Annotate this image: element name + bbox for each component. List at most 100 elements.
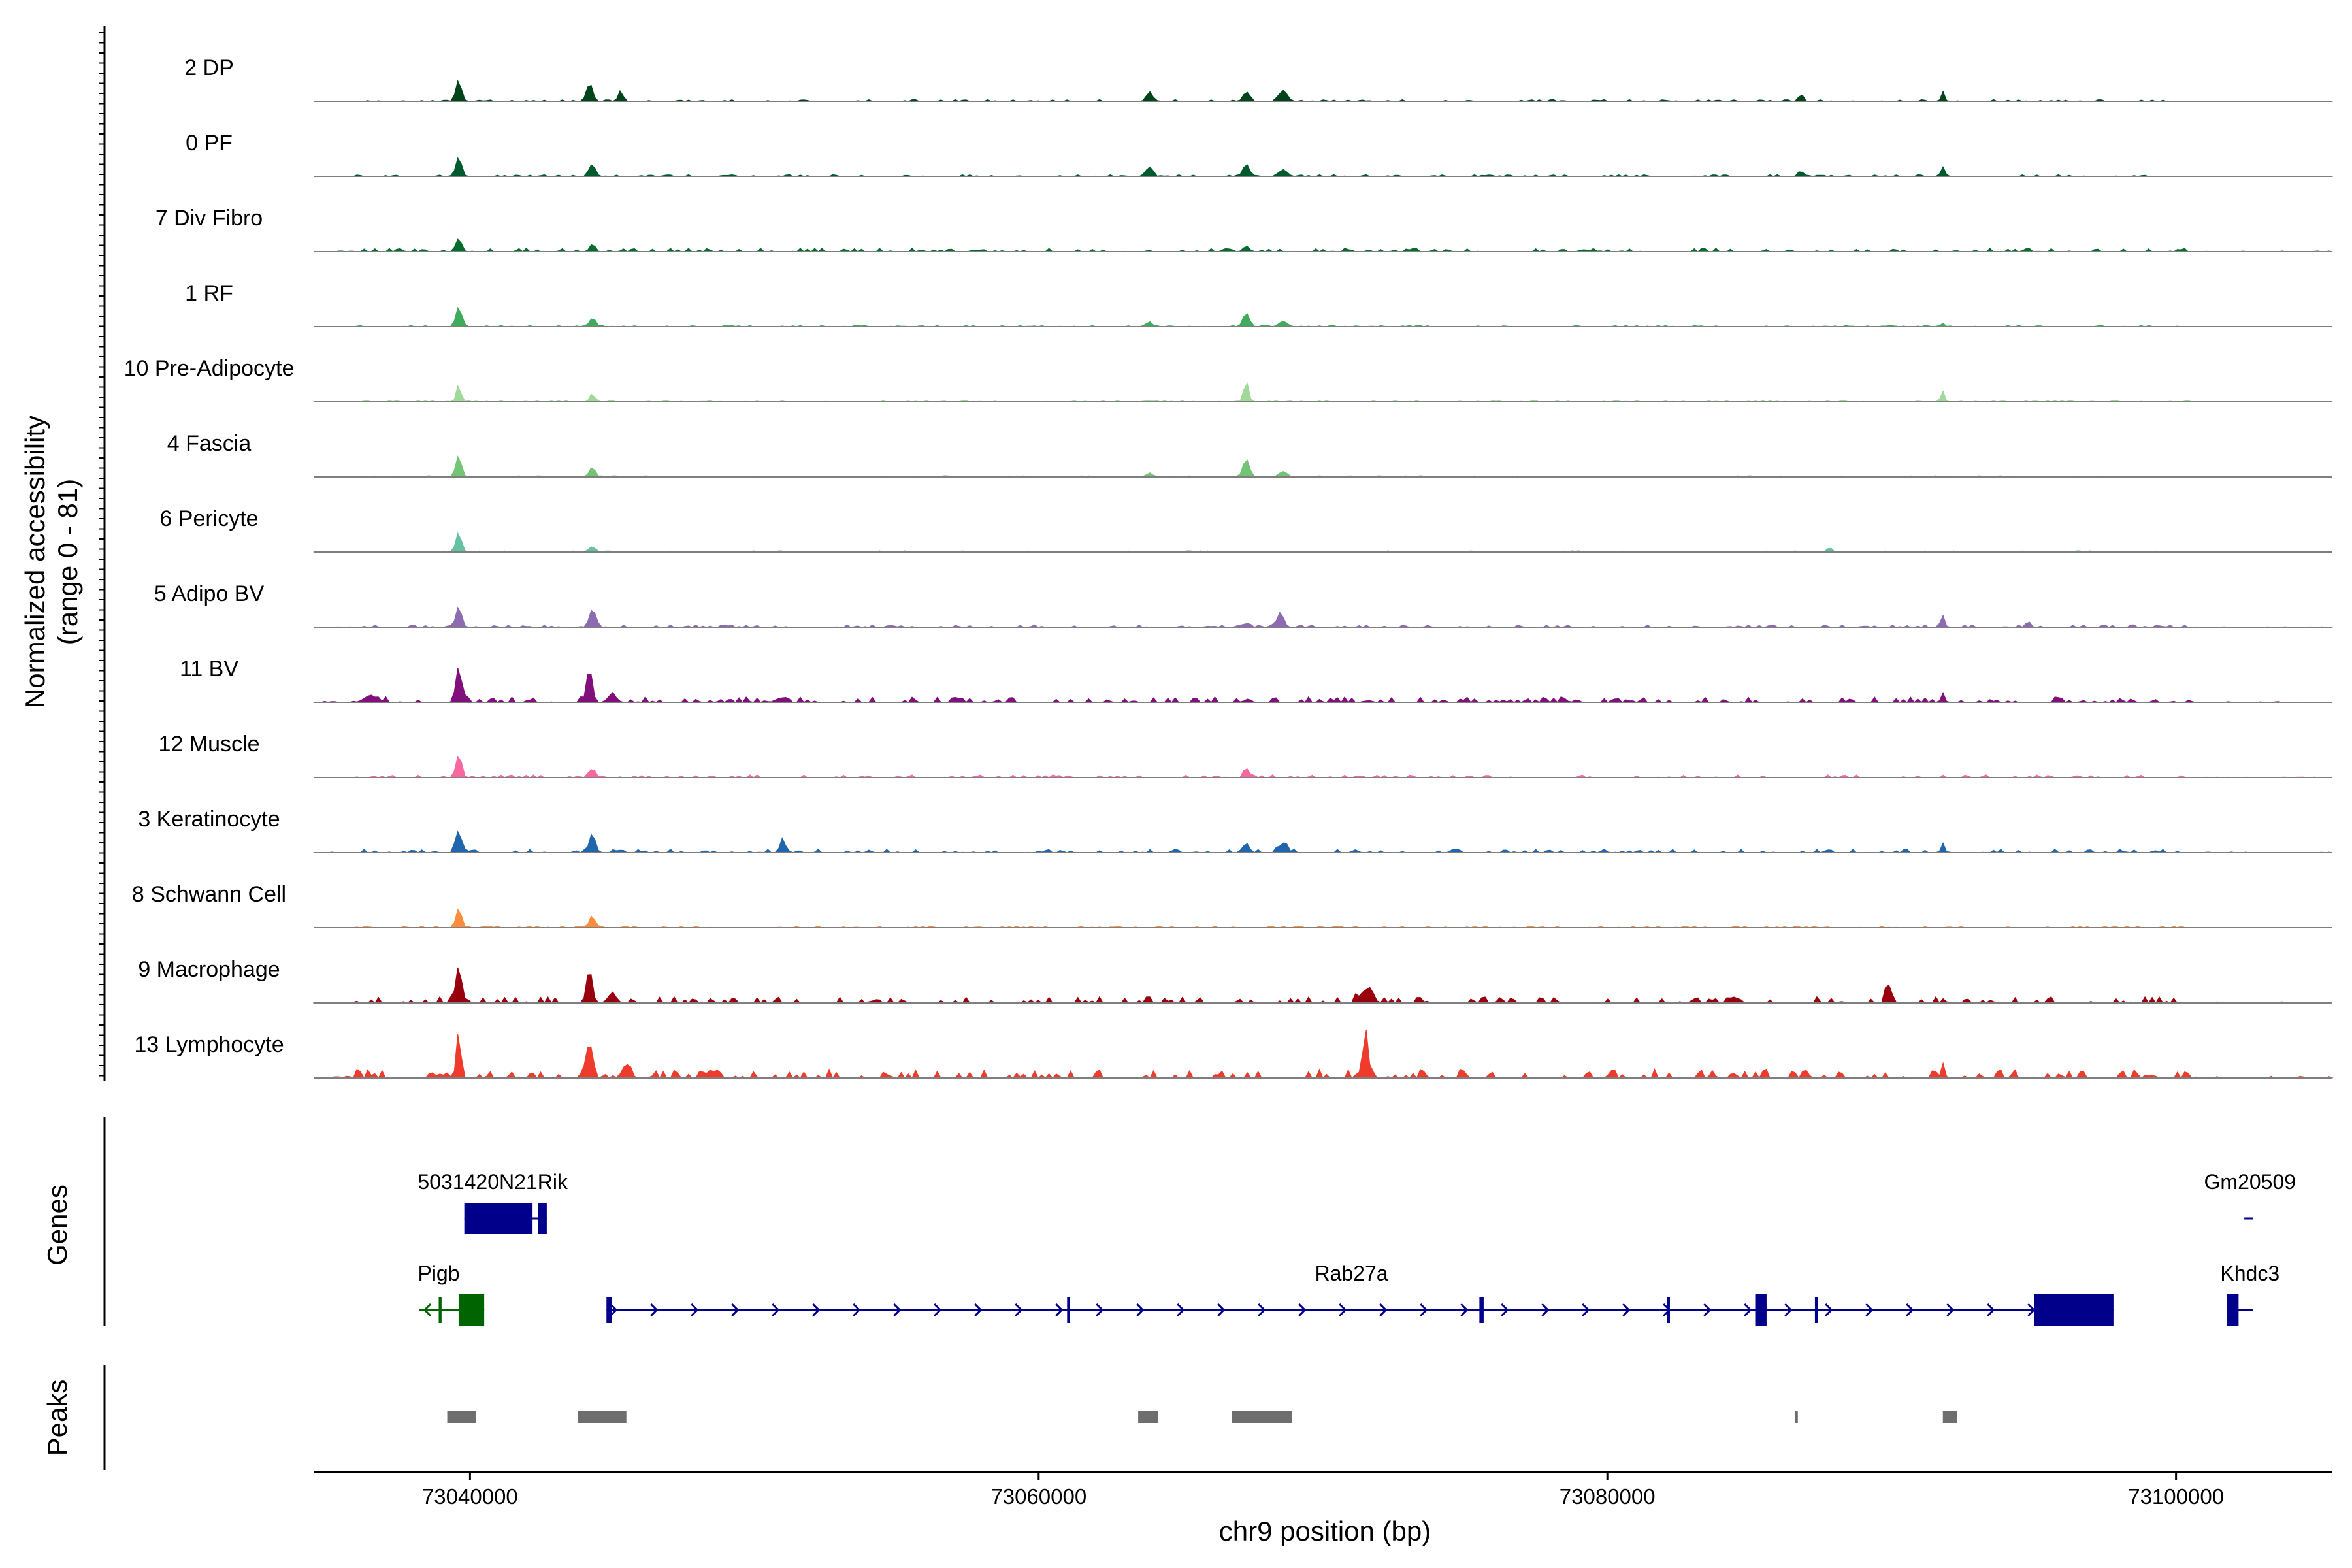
strand-arrow-icon (1055, 1303, 1064, 1317)
track-label: 4 Fascia (167, 431, 252, 456)
strand-arrow-icon (423, 1303, 432, 1317)
peaks-panel (103, 1365, 1957, 1470)
track-label: 6 Pericyte (159, 506, 258, 531)
strand-arrow-icon (1217, 1303, 1226, 1317)
track-label: 2 DP (184, 56, 234, 80)
strand-arrow-icon (1420, 1303, 1428, 1317)
gene-name-label: Khdc3 (2220, 1262, 2279, 1285)
strand-arrow-icon (1136, 1303, 1145, 1317)
strand-arrow-icon (1379, 1303, 1388, 1317)
strand-arrow-icon (1541, 1303, 1550, 1317)
strand-arrow-icon (853, 1303, 861, 1317)
peak-region (1942, 1411, 1957, 1423)
track-label: 1 RF (185, 281, 233, 306)
strand-arrow-icon (1460, 1303, 1469, 1317)
coverage-area (313, 532, 2332, 553)
strand-arrow-icon (1987, 1303, 1995, 1317)
y-axis-title-line-2: (range 0 - 81) (52, 479, 83, 645)
genes-panel-title: Genes (42, 1184, 73, 1266)
gene-name-label: Gm20509 (2204, 1170, 2296, 1194)
track-label: 0 PF (186, 131, 233, 155)
strand-arrow-icon (1622, 1303, 1631, 1317)
strand-arrow-icon (1298, 1303, 1307, 1317)
strand-arrow-icon (1744, 1303, 1752, 1317)
x-axis-title: chr9 position (bp) (1219, 1516, 1431, 1546)
track-label: 8 Schwann Cell (132, 882, 286, 907)
strand-arrow-icon (1784, 1303, 1793, 1317)
peak-region (447, 1411, 476, 1423)
coverage-area (314, 306, 2332, 327)
gene-name-label: Rab27a (1315, 1262, 1388, 1285)
strand-arrow-icon (1096, 1303, 1104, 1317)
gene-exon (438, 1297, 442, 1323)
gene-annotation-panel: 5031420N21Rik Gm20509 Pigb Rab27a Khdc3 (103, 1117, 2296, 1326)
x-tick-label: 73040000 (422, 1484, 518, 1509)
gene-exon (606, 1297, 612, 1323)
strand-arrow-icon (650, 1303, 659, 1317)
track-label: 3 Keratinocyte (138, 807, 280, 832)
coverage-area (314, 455, 2332, 478)
coverage-area (313, 830, 2333, 853)
coverage-area (313, 967, 2333, 1004)
strand-arrow-icon (1339, 1303, 1347, 1317)
coverage-area (313, 668, 2333, 703)
gene-exon (1067, 1297, 1070, 1323)
peaks-panel-title: Peaks (42, 1380, 73, 1456)
track-label: 13 Lymphocyte (134, 1032, 284, 1057)
x-tick-label: 73060000 (990, 1484, 1086, 1509)
gene-5031420n21rik: 5031420N21Rik (417, 1170, 568, 1234)
track-label: 12 Muscle (159, 732, 260, 757)
y-axis-title-line-1: Normalized accessibility (20, 416, 50, 708)
gene-name-label: Pigb (417, 1262, 459, 1285)
coverage-area (313, 382, 2333, 402)
coverage-area (313, 755, 2333, 778)
strand-arrow-icon (1582, 1303, 1590, 1317)
strand-arrow-icon (1177, 1303, 1185, 1317)
gene-pigb: Pigb (417, 1262, 485, 1326)
strand-arrow-icon (1258, 1303, 1266, 1317)
gene-exon (1755, 1294, 1767, 1326)
x-tick-label: 73100000 (2128, 1484, 2224, 1509)
coverage-tracks (313, 79, 2333, 1079)
peak-region (1232, 1411, 1292, 1423)
x-axis: 73040000 73060000 73080000 73100000 (314, 1471, 2332, 1509)
coverage-area (313, 238, 2333, 252)
track-label: 7 Div Fibro (155, 206, 263, 231)
peak-region (1138, 1411, 1158, 1423)
peak-region (1795, 1411, 1798, 1423)
track-labels: 2 DP 0 PF 7 Div Fibro 1 RF 10 Pre-Adipocyte 4… (124, 56, 295, 1057)
strand-arrow-icon (1501, 1303, 1509, 1317)
strand-arrow-icon (731, 1303, 740, 1317)
gene-khdc3: Khdc3 (2220, 1262, 2279, 1326)
peak-region (578, 1411, 627, 1423)
coverage-area (313, 157, 2333, 177)
strand-arrow-icon (691, 1303, 699, 1317)
track-label: 10 Pre-Adipocyte (124, 356, 295, 381)
gene-name-label: 5031420N21Rik (417, 1170, 568, 1194)
gene-exon (2034, 1294, 2114, 1326)
gene-exon (1814, 1297, 1818, 1323)
coverage-area (314, 1029, 2333, 1079)
gene-rab27a: Rab27a (606, 1262, 2114, 1326)
coverage-area (313, 79, 2333, 102)
strand-arrow-icon (1946, 1303, 1955, 1317)
gene-gm20509: Gm20509 (2204, 1170, 2296, 1220)
strand-arrow-icon (1906, 1303, 1914, 1317)
track-label: 9 Macrophage (138, 957, 280, 982)
strand-arrow-icon (1865, 1303, 1874, 1317)
gene-exon (538, 1203, 547, 1234)
strand-arrow-icon (934, 1303, 942, 1317)
gene-exon (1479, 1297, 1484, 1323)
strand-arrow-icon (1825, 1303, 1833, 1317)
strand-arrow-icon (893, 1303, 902, 1317)
strand-arrow-icon (812, 1303, 821, 1317)
track-label: 5 Adipo BV (154, 581, 265, 606)
coverage-area (314, 606, 2333, 628)
strand-arrow-icon (974, 1303, 983, 1317)
strand-arrow-icon (1703, 1303, 1712, 1317)
strand-arrow-icon (772, 1303, 780, 1317)
x-tick-label: 73080000 (1560, 1484, 1656, 1509)
strand-arrow-icon (610, 1303, 618, 1317)
strand-arrow-icon (1015, 1303, 1023, 1317)
